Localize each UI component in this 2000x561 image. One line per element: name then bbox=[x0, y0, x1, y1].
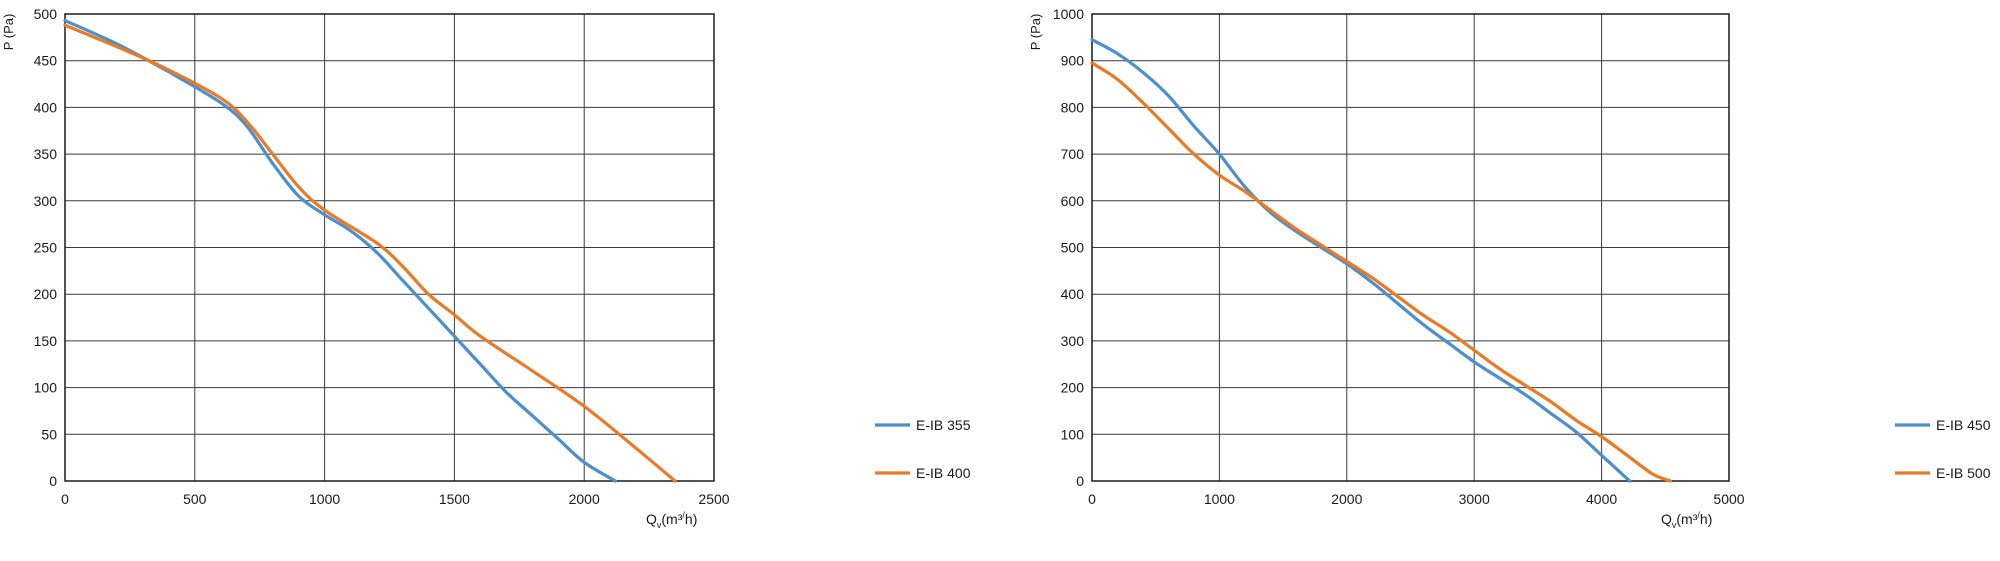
y-tick-label: 800 bbox=[1061, 99, 1085, 115]
x-tick-label: 0 bbox=[61, 491, 69, 507]
y-tick-label: 400 bbox=[34, 99, 58, 115]
x-tick-label: 0 bbox=[1088, 491, 1096, 507]
y-axis-label: P (Pa) bbox=[1, 14, 16, 51]
y-tick-label: 0 bbox=[49, 473, 57, 489]
x-tick-label: 1000 bbox=[1204, 491, 1235, 507]
x-tick-label: 2500 bbox=[698, 491, 729, 507]
y-tick-label: 500 bbox=[34, 6, 58, 22]
series-line-1 bbox=[63, 18, 617, 483]
legend-label: E-IB 400 bbox=[916, 465, 971, 481]
y-tick-label: 100 bbox=[34, 380, 58, 396]
legend-label: E-IB 500 bbox=[1936, 465, 1991, 481]
y-tick-label: 400 bbox=[1061, 286, 1085, 302]
y-tick-label: 0 bbox=[1076, 473, 1084, 489]
x-tick-label: 3000 bbox=[1459, 491, 1490, 507]
y-tick-label: 700 bbox=[1061, 146, 1085, 162]
legend: E-IB 355 E-IB 400 bbox=[875, 417, 971, 481]
y-tick-label: 100 bbox=[1061, 426, 1085, 442]
x-tick-label: 2000 bbox=[1331, 491, 1362, 507]
series-line-1 bbox=[1090, 38, 1632, 483]
x-tick-label: 5000 bbox=[1713, 491, 1744, 507]
series-line-2 bbox=[1090, 61, 1672, 483]
x-tick-label: 1000 bbox=[309, 491, 340, 507]
legend-label: E-IB 355 bbox=[916, 417, 971, 433]
chart-left: 0 50 100 150 200 250 300 350 400 450 500 0 500 1000 15… bbox=[1, 6, 971, 530]
plot-frame bbox=[64, 13, 715, 482]
x-tick-label: 4000 bbox=[1586, 491, 1617, 507]
y-axis-label: P (Pa) bbox=[1028, 14, 1043, 51]
y-tick-label: 250 bbox=[34, 240, 58, 256]
y-tick-label: 50 bbox=[41, 426, 57, 442]
x-tick-label: 500 bbox=[183, 491, 207, 507]
legend: E-IB 450 E-IB 500 bbox=[1895, 417, 1991, 481]
y-tick-label: 300 bbox=[1061, 333, 1085, 349]
x-tick-label: 2000 bbox=[569, 491, 600, 507]
series-line-2 bbox=[63, 23, 677, 483]
y-tick-label: 450 bbox=[34, 53, 58, 69]
x-tick-label: 1500 bbox=[439, 491, 470, 507]
y-tick-label: 350 bbox=[34, 146, 58, 162]
y-tick-label: 300 bbox=[34, 193, 58, 209]
y-tick-label: 200 bbox=[34, 286, 58, 302]
gridlines bbox=[1091, 13, 1730, 482]
y-tick-label: 150 bbox=[34, 333, 58, 349]
y-tick-label: 200 bbox=[1061, 380, 1085, 396]
y-tick-label: 1000 bbox=[1053, 6, 1084, 22]
chart-right: 0 100 200 300 400 500 600 700 800 900 1000 0 1000 200… bbox=[1028, 6, 1991, 530]
x-axis-label: Qv(m³/h) bbox=[1661, 510, 1712, 530]
gridlines bbox=[64, 13, 715, 482]
y-tick-label: 500 bbox=[1061, 240, 1085, 256]
plot-frame bbox=[1091, 13, 1730, 482]
x-axis-label: Qv(m³/h) bbox=[646, 510, 697, 530]
y-tick-label: 900 bbox=[1061, 53, 1085, 69]
y-tick-label: 600 bbox=[1061, 193, 1085, 209]
legend-label: E-IB 450 bbox=[1936, 417, 1991, 433]
